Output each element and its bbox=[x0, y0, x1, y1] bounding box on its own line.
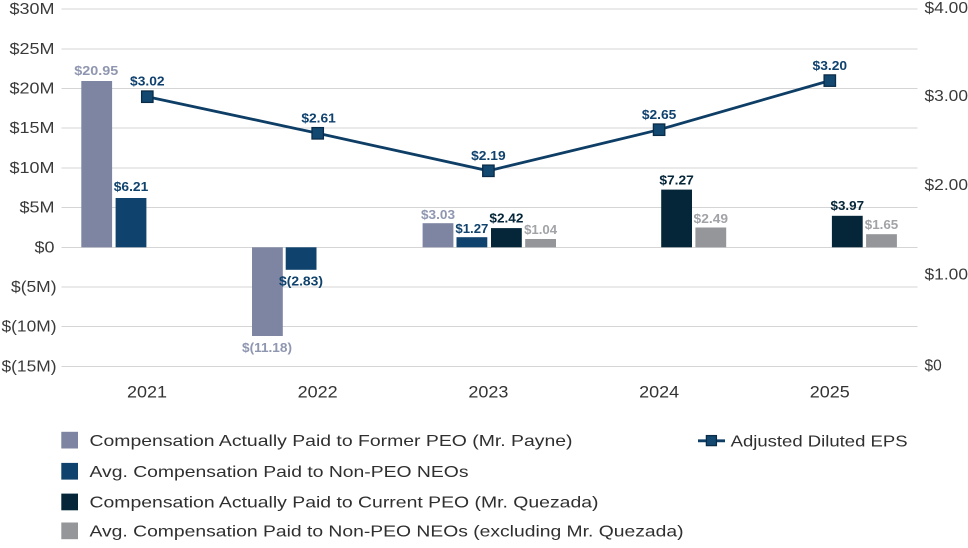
svg-text:$3.03: $3.03 bbox=[421, 208, 455, 222]
svg-text:Adjusted Diluted EPS: Adjusted Diluted EPS bbox=[731, 434, 908, 451]
svg-text:$3.97: $3.97 bbox=[831, 199, 865, 213]
svg-text:$2.19: $2.19 bbox=[471, 149, 506, 163]
svg-text:2023: 2023 bbox=[468, 383, 508, 402]
svg-text:$6.21: $6.21 bbox=[114, 180, 149, 194]
svg-text:Avg. Compensation Paid to Non-: Avg. Compensation Paid to Non-PEO NEOs (… bbox=[90, 523, 684, 540]
svg-text:$(10M): $(10M) bbox=[2, 319, 57, 336]
svg-text:Avg. Compensation Paid to Non-: Avg. Compensation Paid to Non-PEO NEOs bbox=[90, 464, 469, 481]
svg-text:$0: $0 bbox=[925, 358, 943, 375]
svg-text:$(11.18): $(11.18) bbox=[242, 341, 292, 355]
svg-text:$4.00: $4.00 bbox=[925, 0, 968, 17]
svg-text:$20.95: $20.95 bbox=[74, 64, 118, 78]
svg-text:$30M: $30M bbox=[10, 1, 55, 18]
svg-text:$2.49: $2.49 bbox=[694, 212, 729, 226]
svg-text:$0: $0 bbox=[35, 239, 55, 256]
svg-text:$(5M): $(5M) bbox=[11, 279, 57, 296]
svg-text:2025: 2025 bbox=[810, 383, 850, 402]
svg-text:$2.65: $2.65 bbox=[642, 108, 677, 122]
svg-text:$20M: $20M bbox=[10, 81, 55, 98]
svg-text:2022: 2022 bbox=[298, 383, 338, 402]
svg-text:Compensation Actually Paid to: Compensation Actually Paid to Current PE… bbox=[90, 495, 599, 512]
svg-text:2024: 2024 bbox=[639, 383, 679, 402]
svg-text:$1.00: $1.00 bbox=[925, 266, 968, 283]
svg-text:$2.42: $2.42 bbox=[489, 212, 523, 226]
svg-text:$15M: $15M bbox=[10, 120, 55, 137]
svg-text:$(2.83): $(2.83) bbox=[279, 275, 323, 289]
svg-text:$1.27: $1.27 bbox=[455, 222, 488, 236]
svg-text:$5M: $5M bbox=[20, 200, 55, 217]
svg-text:2021: 2021 bbox=[127, 383, 167, 402]
svg-text:$3.20: $3.20 bbox=[813, 59, 848, 73]
svg-text:$2.61: $2.61 bbox=[301, 112, 336, 126]
svg-text:$1.65: $1.65 bbox=[865, 218, 899, 232]
svg-text:$2.00: $2.00 bbox=[925, 177, 968, 194]
svg-text:$25M: $25M bbox=[10, 41, 55, 58]
svg-text:$10M: $10M bbox=[10, 160, 55, 177]
svg-text:$1.04: $1.04 bbox=[524, 223, 557, 237]
svg-text:$7.27: $7.27 bbox=[659, 173, 694, 187]
svg-text:$3.00: $3.00 bbox=[925, 88, 968, 105]
svg-text:$3.02: $3.02 bbox=[130, 75, 165, 89]
svg-text:$(15M): $(15M) bbox=[2, 358, 57, 375]
svg-text:Compensation Actually Paid to: Compensation Actually Paid to Former PEO… bbox=[90, 433, 573, 450]
